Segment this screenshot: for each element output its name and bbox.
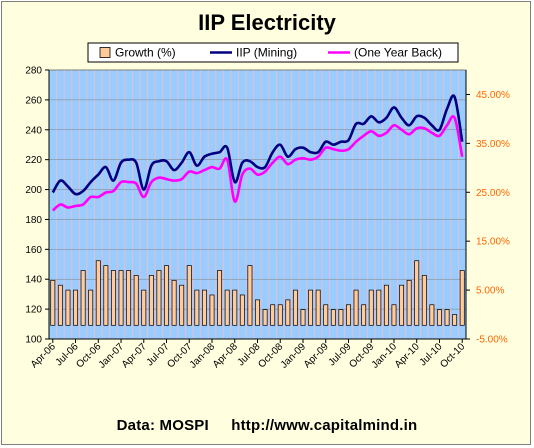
growth-bar xyxy=(406,279,412,326)
growth-bar xyxy=(50,279,56,326)
growth-bar xyxy=(452,314,458,326)
growth-bar xyxy=(459,270,465,326)
growth-bar xyxy=(201,289,207,326)
y-tick-label-right: -5.00% xyxy=(476,335,508,346)
growth-bar xyxy=(292,289,298,326)
growth-bar xyxy=(148,275,154,326)
growth-bar xyxy=(209,294,215,326)
legend-growth-swatch xyxy=(99,47,111,58)
source-line: Data: MOSPI http://www.capitalmind.in xyxy=(0,417,534,434)
y-tick-label-left: 160 xyxy=(25,245,42,256)
y-tick-label-right: 5.00% xyxy=(476,286,504,297)
growth-bar xyxy=(323,304,329,326)
x-tick-label: Jan-09 xyxy=(279,341,309,371)
y-tick-label-left: 140 xyxy=(25,275,42,286)
growth-bar xyxy=(224,289,230,326)
growth-bar xyxy=(171,279,177,326)
y-tick-label-left: 280 xyxy=(25,66,42,77)
legend-growth-label: Growth (%) xyxy=(115,46,176,60)
growth-bar xyxy=(399,284,404,326)
growth-bar xyxy=(277,304,283,326)
y-tick-label-right: 35.00% xyxy=(476,139,510,150)
growth-bar xyxy=(103,265,109,326)
legend-one-year-back-label: (One Year Back) xyxy=(354,46,442,60)
growth-bar xyxy=(391,304,397,326)
growth-bar xyxy=(57,284,63,326)
x-tick-label: Jan-07 xyxy=(97,341,127,371)
y-tick-label-right: 15.00% xyxy=(476,237,510,248)
growth-bar xyxy=(194,289,200,326)
growth-bar xyxy=(383,284,389,326)
growth-bar xyxy=(133,275,139,326)
growth-bar xyxy=(285,299,291,326)
x-tick-label: Apr-09 xyxy=(302,341,331,370)
y-tick-label-left: 260 xyxy=(25,95,42,106)
y-tick-label-left: 220 xyxy=(25,155,42,166)
growth-bar xyxy=(376,289,382,326)
growth-bar xyxy=(353,289,359,326)
growth-bar xyxy=(300,309,306,326)
x-tick-label: Apr-08 xyxy=(211,341,240,370)
growth-bar xyxy=(179,284,185,326)
y-tick-label-right: 25.00% xyxy=(476,188,510,199)
x-tick-label: Oct-10 xyxy=(438,341,467,370)
growth-bar xyxy=(118,270,124,326)
source-label: Data: MOSPI xyxy=(116,417,209,434)
growth-bar xyxy=(437,309,442,326)
growth-bar xyxy=(444,309,450,326)
growth-bar xyxy=(247,265,253,326)
one-year-back-line xyxy=(51,115,464,212)
legend-iip-mining-label: IIP (Mining) xyxy=(236,46,297,60)
growth-bar xyxy=(232,289,238,326)
growth-bar xyxy=(95,260,101,326)
growth-bar xyxy=(330,309,336,326)
growth-bar xyxy=(239,294,245,326)
y-tick-label-left: 200 xyxy=(25,185,42,196)
x-tick-label: Apr-07 xyxy=(120,341,149,370)
growth-bar xyxy=(421,275,427,326)
growth-bar xyxy=(338,309,344,326)
legend xyxy=(87,42,459,63)
growth-bar xyxy=(315,289,321,326)
growth-bar xyxy=(255,299,260,326)
x-tick-label: Jan-10 xyxy=(370,341,400,371)
growth-bar xyxy=(88,289,94,326)
growth-bar xyxy=(414,260,420,326)
growth-bar xyxy=(141,289,147,326)
y-tick-label-left: 240 xyxy=(25,125,42,136)
growth-bar xyxy=(111,270,116,326)
growth-bar xyxy=(156,270,162,326)
source-url[interactable]: http://www.capitalmind.in xyxy=(231,417,418,434)
x-tick-label: Jan-08 xyxy=(188,341,218,371)
y-tick-label-left: 120 xyxy=(25,305,42,316)
y-tick-label-left: 100 xyxy=(25,335,42,346)
growth-bar xyxy=(164,265,169,326)
growth-bar xyxy=(186,265,192,326)
growth-bar xyxy=(73,289,78,326)
y-tick-label-left: 180 xyxy=(25,215,42,226)
growth-bar xyxy=(65,289,71,326)
growth-bar xyxy=(361,304,367,326)
growth-bar xyxy=(308,289,314,326)
growth-bar xyxy=(429,304,435,326)
growth-bar xyxy=(262,309,268,326)
x-tick-label: Apr-10 xyxy=(393,341,422,370)
growth-bar xyxy=(346,304,351,326)
y-tick-label-right: 45.00% xyxy=(476,90,510,101)
growth-bar xyxy=(368,289,374,326)
chart-title: IIP Electricity xyxy=(198,10,336,35)
growth-bar xyxy=(270,304,276,326)
iip-mining-line xyxy=(51,94,464,196)
growth-bar xyxy=(80,270,86,326)
growth-bar xyxy=(217,270,223,326)
growth-bar xyxy=(126,270,132,326)
